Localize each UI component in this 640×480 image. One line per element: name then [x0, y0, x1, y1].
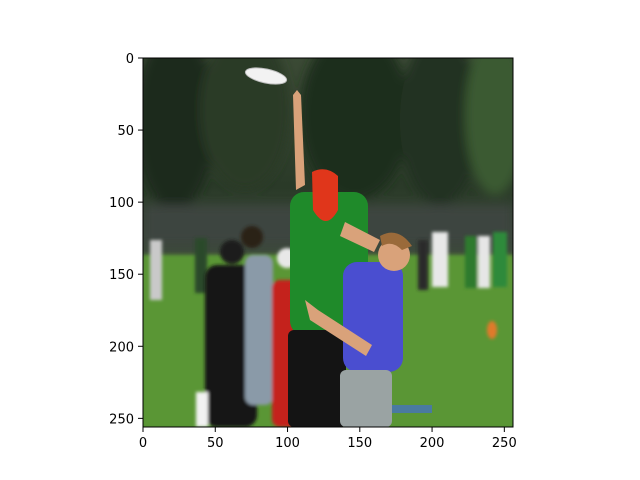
photo-frisbee-players [143, 58, 513, 427]
y-tick-label: 50 [117, 124, 134, 139]
axes-frame [142, 57, 514, 428]
frisbee-disc [244, 67, 288, 85]
x-tick-label: 200 [420, 436, 445, 451]
y-tick-label: 0 [126, 52, 134, 67]
y-tick-label: 150 [109, 268, 134, 283]
x-tick-label: 250 [492, 436, 517, 451]
y-tick-label: 100 [109, 196, 134, 211]
x-tick-label: 0 [139, 436, 147, 451]
x-axis: 0 50 100 150 200 250 [139, 427, 517, 451]
y-axis: 0 50 100 150 200 250 [109, 52, 143, 427]
x-tick-label: 150 [347, 436, 372, 451]
y-tick-label: 200 [109, 340, 134, 355]
y-tick-label: 250 [109, 412, 134, 427]
x-tick-label: 100 [275, 436, 300, 451]
x-tick-label: 50 [207, 436, 224, 451]
